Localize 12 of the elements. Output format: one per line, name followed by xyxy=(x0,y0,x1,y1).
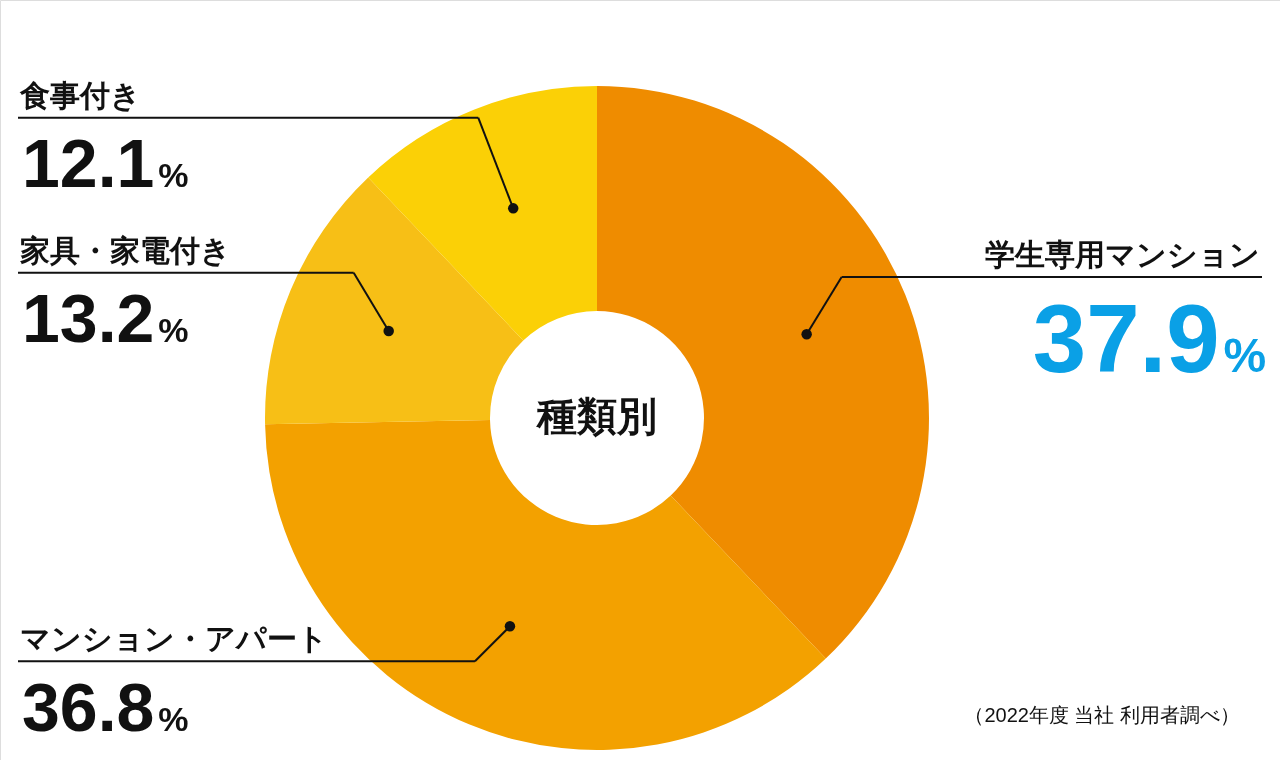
slice-label: 学生専用マンション xyxy=(985,237,1260,271)
donut-slice xyxy=(368,86,597,341)
text: （2022年度 当社 利用者調べ） xyxy=(964,704,1240,726)
data-label: 12.1% xyxy=(22,125,189,202)
text: 種類別 xyxy=(536,394,657,438)
data-label: 36.8% xyxy=(22,668,189,745)
slice-label: 家具・家電付き xyxy=(20,233,231,267)
slice-label: 食事付き xyxy=(19,78,141,112)
slice-label: マンション・アパート xyxy=(20,622,328,656)
donut-slice xyxy=(265,177,524,425)
data-label: 13.2% xyxy=(22,280,189,357)
data-label: 37.9% xyxy=(1032,284,1267,392)
